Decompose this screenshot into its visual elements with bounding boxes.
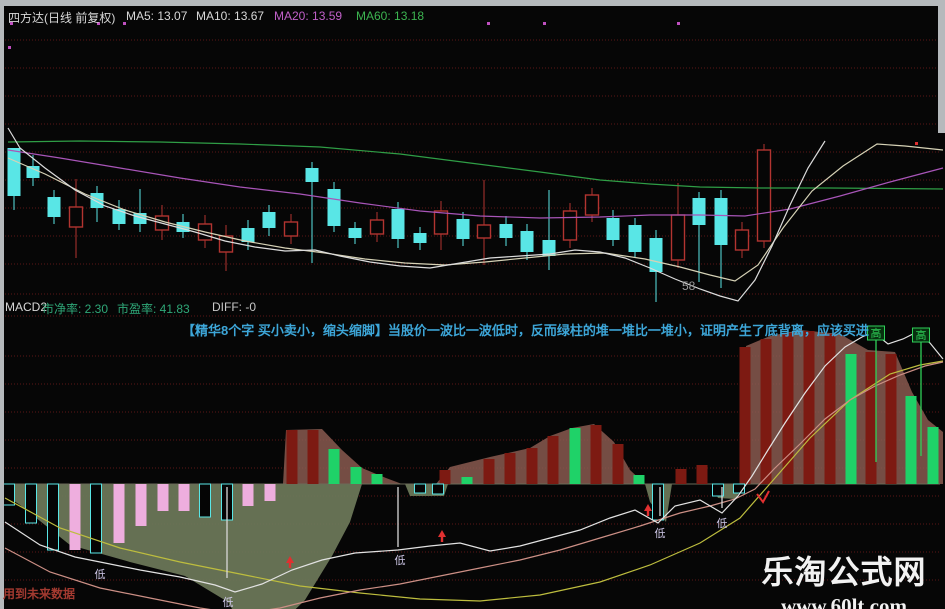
indicator-name: MACD2 [5,300,48,314]
candles [7,144,772,302]
watermark-url: www.60lt.com [781,594,907,609]
low-marker: 低 [395,554,406,567]
diff-value: DIFF: -0 [212,300,256,314]
macd-bars-up [286,331,939,484]
window-frame-left [0,0,4,609]
stock-title: 四方达(日线 前复权) [8,11,116,25]
marker-dots [8,22,918,145]
ma5-value: MA5: 13.07 [126,9,188,23]
ma10-line [7,143,944,282]
low-marker: 低 [95,568,106,581]
low-marker: 低 [223,596,234,609]
window-frame-top [0,0,945,6]
pe-ratio-value: 市盈率: 41.83 [117,302,190,316]
ma60-line [7,140,944,190]
high-marker: 高 [871,326,882,340]
future-data-warning: 用到未来数据 [3,587,76,601]
watermark-site-name: 乐淘公式网 [761,554,927,590]
ma20-line [7,149,944,219]
pb-ratio-value: 市净率: 2.30 [42,302,109,316]
buy-arrow [286,556,294,563]
macd-lines [4,331,944,609]
signal-markers: 低低低低低高高 [95,325,930,609]
macd-bars-pink [69,484,276,550]
high-marker: 高 [916,328,927,342]
watermark: 乐淘公式网 www.60lt.com [748,547,940,609]
ma10-value: MA10: 13.67 [196,9,265,23]
ma5-line [7,127,826,302]
low-marker: 低 [717,517,728,530]
buy-arrow [644,504,652,511]
ma20-value: MA20: 13.59 [274,9,343,23]
buy-arrow [438,530,446,537]
bar-count-label: 58 [682,279,696,293]
low-marker: 低 [655,527,666,540]
drop-lines [226,340,922,578]
strategy-annotation: 【精华8个字 买小卖小，缩头缩脚】当股价一波比一波低时，反而绿柱的堆一堆比一堆小… [182,323,869,338]
window-frame-right [938,0,945,133]
check-mark [756,490,770,504]
ma60-value: MA60: 13.18 [356,9,425,23]
